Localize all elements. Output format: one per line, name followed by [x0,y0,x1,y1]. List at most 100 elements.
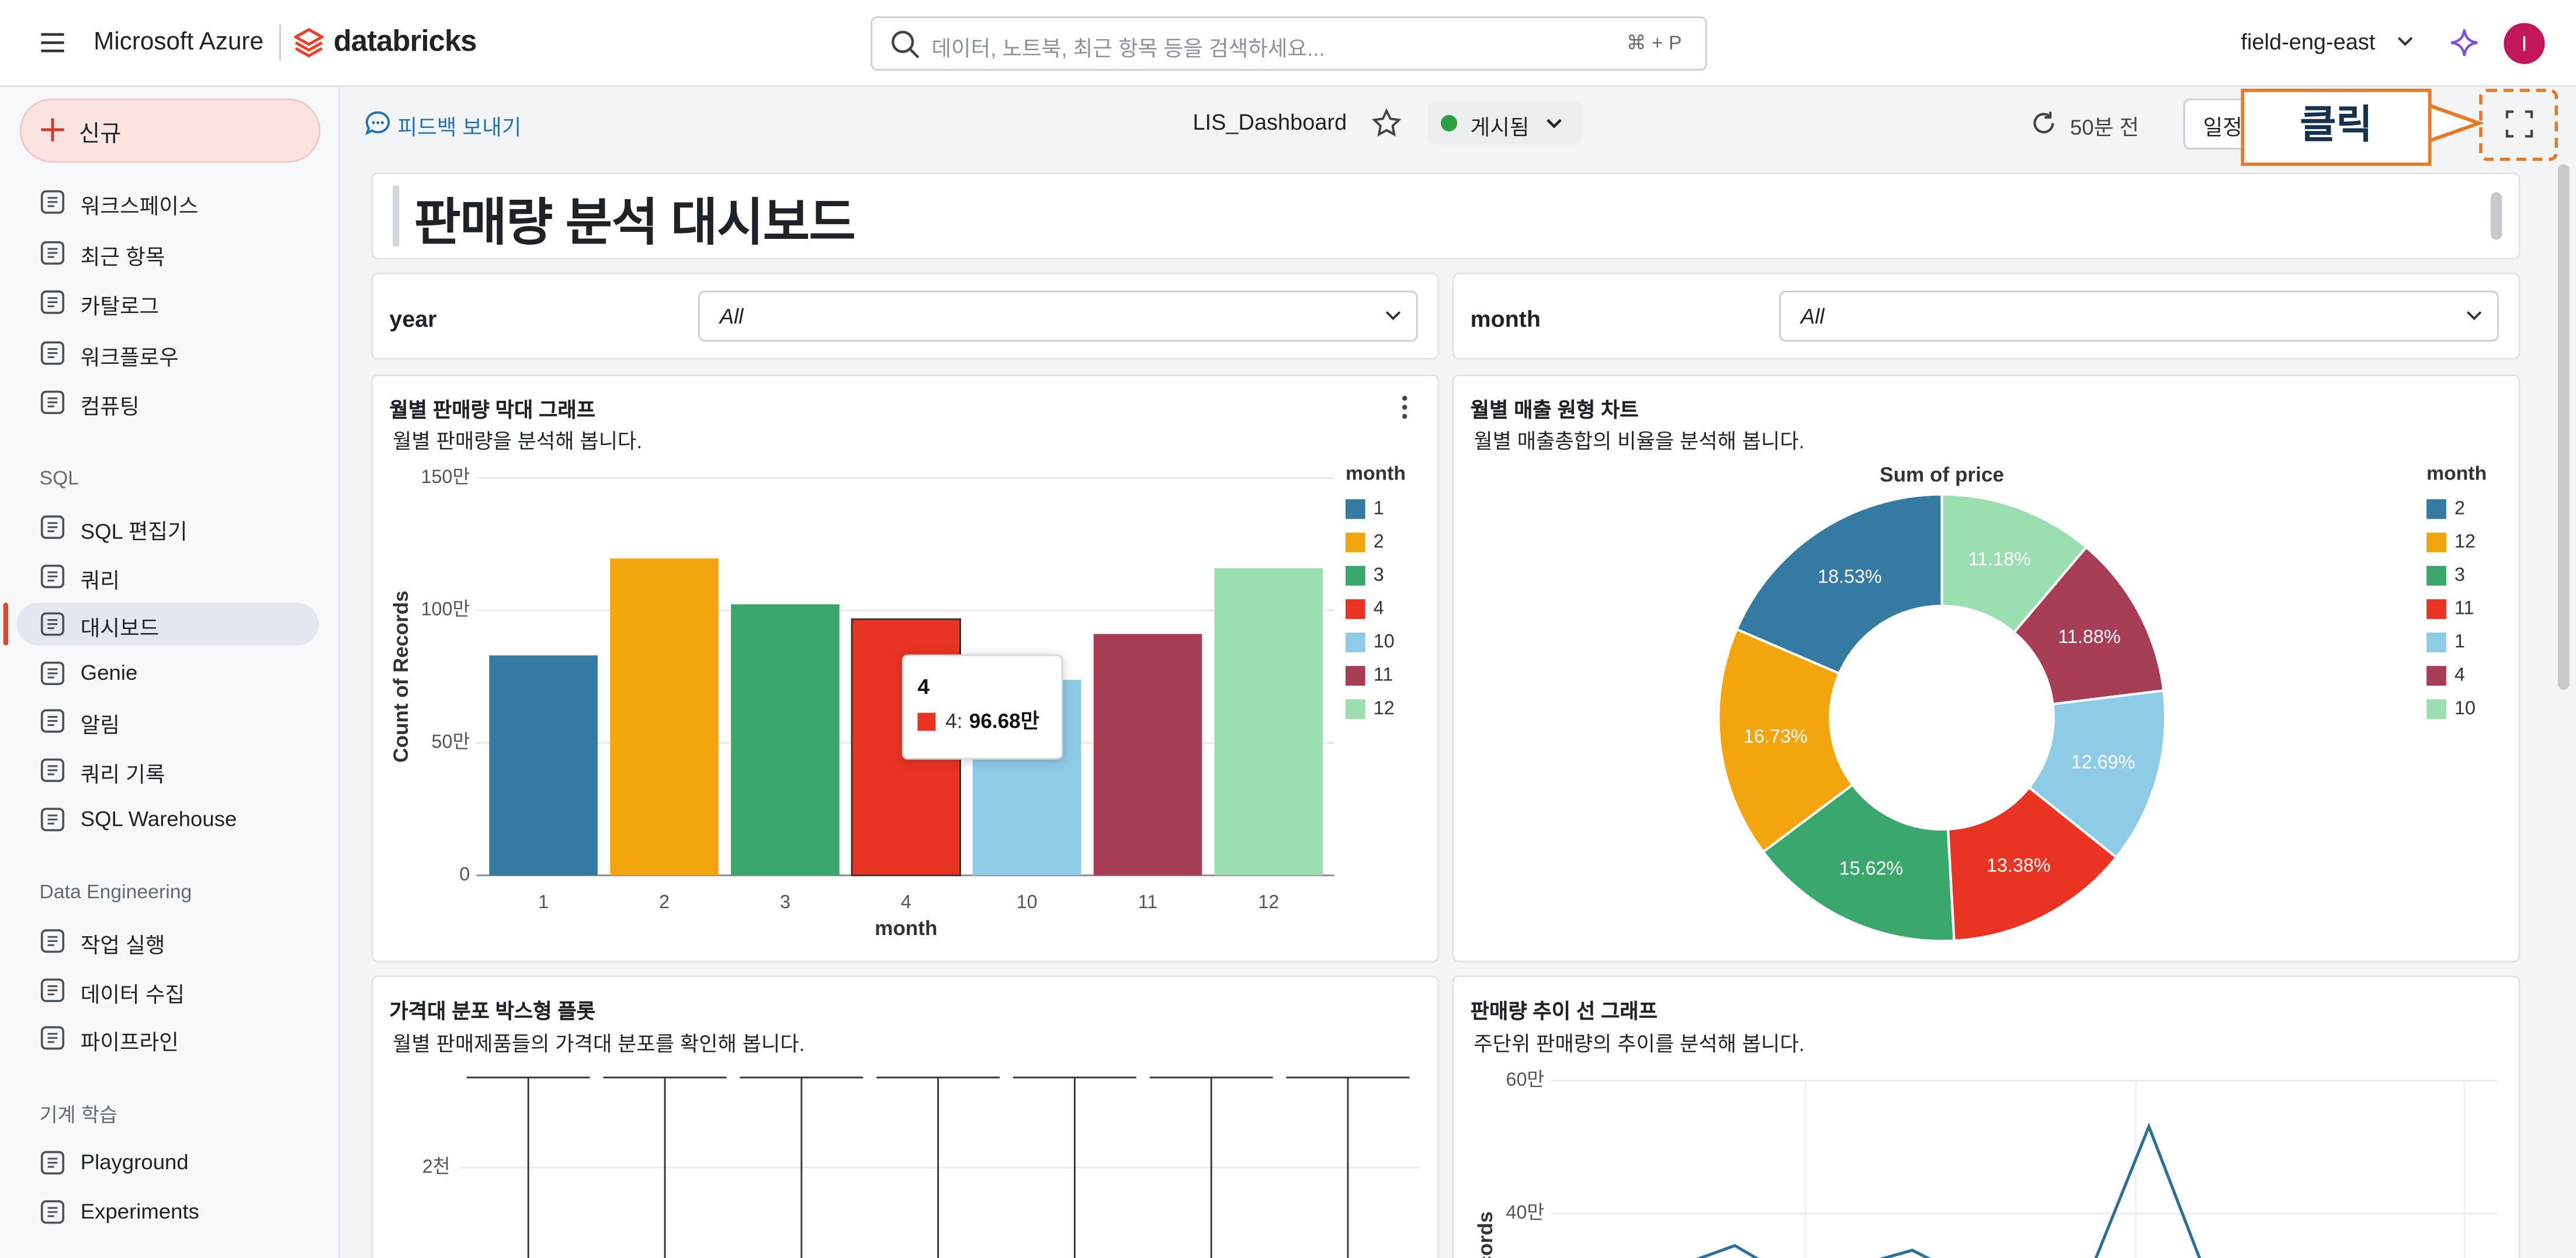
y-tick-label: 0 [459,863,470,884]
pie-slice [1762,783,1956,943]
widget-subtitle: 주단위 판매량의 추이를 분석해 봅니다. [1474,1033,1805,1057]
product-name: databricks [333,25,477,58]
x-axis-title: month [875,917,937,940]
widget-subtitle: 월별 판매량을 분석해 봅니다. [393,430,643,454]
filter-value: All [1800,304,1825,329]
nav-icon [40,1151,65,1175]
active-indicator [3,603,9,646]
callout-pointer [2428,103,2484,143]
legend-label: 3 [2454,564,2465,585]
nav-item[interactable]: 쿼리 기록 [16,749,318,791]
schedule-label: 일정 [2203,114,2243,140]
nav-item[interactable]: 대시보드 [16,603,319,646]
y-tick-label: 60만 [1506,1069,1544,1090]
nav-label: 카탈로그 [80,294,160,319]
title-marker [393,185,400,246]
nav-icon [40,340,65,364]
nav-label: 워크스페이스 [80,193,199,218]
legend-swatch [2426,699,2446,720]
filter-select[interactable] [1779,290,2499,342]
workspace-switcher[interactable]: field-eng-east [2241,29,2376,54]
y-axis-title: Count of Records [1474,1211,1497,1258]
nav-item[interactable]: SQL Warehouse [16,797,318,840]
assistant-icon[interactable] [2450,28,2480,58]
slice-label: 11.18% [1968,548,2031,569]
nav-item[interactable]: 알림 [16,700,318,743]
y-tick-label: 40만 [1506,1202,1544,1223]
pie-slice [1735,493,1943,675]
nav-item[interactable]: 최근 항목 [16,231,318,273]
page-scroll-thumb[interactable] [2558,164,2570,690]
filter-select[interactable] [698,290,1418,342]
line-series [1696,1122,2201,1258]
nav-label: SQL Warehouse [80,805,237,830]
y-tick-label: 2천 [422,1156,450,1177]
nav-item[interactable]: 데이터 수집 [16,968,318,1011]
nav-item[interactable]: 카탈로그 [16,281,318,324]
nav-item[interactable]: 파이프라인 [16,1017,318,1059]
nav-item[interactable]: 워크플로우 [16,331,318,374]
chevron [1547,119,1562,128]
x-tick-label: 2 [659,891,670,912]
menu-icon[interactable] [39,30,65,56]
tooltip-swatch [917,713,936,731]
legend-swatch [1345,633,1365,652]
nav-item[interactable]: Playground [16,1141,318,1184]
tooltip-box [902,654,1063,760]
widget-title: 가격대 분포 박스형 플롯 [389,1000,596,1023]
nav-label: 데이터 수집 [80,981,185,1006]
nav-icon [40,929,65,953]
nav-item[interactable]: Genie [16,652,318,694]
callout: 클릭 [2241,88,2432,166]
y-tick-label: 50만 [432,731,470,752]
nav-icon [40,758,65,782]
legend-swatch [1345,666,1365,686]
y-tick-label: 150만 [421,466,470,487]
slice-label: 11.88% [2058,626,2120,647]
nav-item[interactable]: 작업 실행 [16,920,318,962]
x-tick-label: 4 [901,891,911,912]
refresh-icon[interactable] [2031,110,2057,136]
nav-icon [40,612,65,637]
nav-item[interactable]: 컴퓨팅 [16,381,318,423]
filter-panel [1452,272,2520,360]
fullscreen-icon[interactable] [2505,110,2533,138]
legend-swatch [2426,499,2446,519]
new-button[interactable] [19,98,321,163]
legend-swatch [2426,666,2446,686]
widget-title: 월별 매출 원형 차트 [1470,399,1639,422]
filter-panel [371,272,1440,360]
nav-icon [40,978,65,1002]
search-box[interactable] [871,16,1707,71]
nav-item[interactable]: SQL 편집기 [16,506,318,548]
nav-item[interactable]: 쿼리 [16,554,318,597]
widget-menu[interactable] [1398,394,1411,421]
avatar[interactable]: I [2504,23,2545,64]
nav-label: SQL 편집기 [80,519,188,544]
nav-label: 쿼리 기록 [80,762,165,787]
bar [489,655,598,875]
legend-swatch [1345,499,1365,519]
scroll-thumb[interactable] [2490,192,2502,240]
y-axis-title: Count of Records [390,590,412,763]
y-tick-label: 100만 [421,599,470,620]
legend-label: 1 [1374,497,1384,518]
dashboard-name[interactable]: LIS_Dashboard [1192,110,1347,135]
widget [371,975,1440,1258]
nav-icon [40,564,65,588]
nav-icon [40,1026,65,1050]
nav-section-title: Data Engineering [39,880,192,903]
favorite-star[interactable] [1371,108,1402,138]
chevron [2397,37,2413,46]
x-tick-label: 1 [538,891,549,912]
pie-slice [1946,786,2119,942]
x-tick-label: 11 [1138,891,1158,912]
nav-item[interactable]: 워크스페이스 [16,180,318,223]
legend-swatch [2426,633,2446,652]
nav-icon [40,710,65,734]
feedback-link[interactable]: 피드백 보내기 [397,114,522,140]
nav-item[interactable]: Experiments [16,1190,318,1233]
slice-label: 13.38% [1986,854,2051,875]
nav-icon [40,290,65,314]
